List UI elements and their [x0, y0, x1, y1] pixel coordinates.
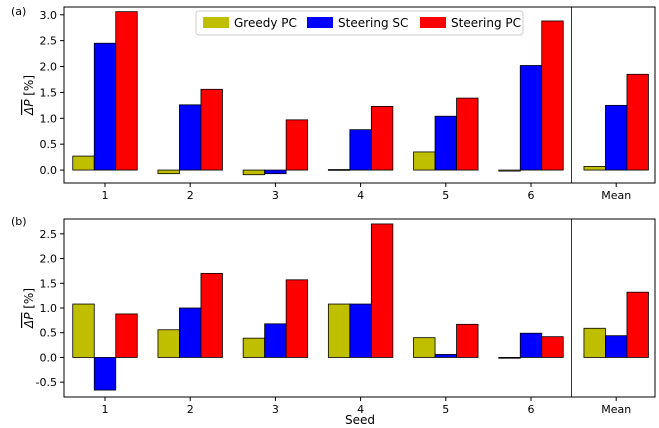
bar-greedy-pc-4 [327, 303, 351, 358]
x-tick-label: 4 [357, 403, 364, 416]
bar-steering-pc-4 [370, 105, 394, 171]
bar-steering-sc-5 [434, 354, 457, 358]
bar-steering-pc-mean [626, 73, 649, 171]
bar-steering-pc-6 [541, 336, 564, 358]
x-axis-label: Seed [345, 413, 375, 427]
bar-steering-sc-6 [519, 332, 543, 358]
bar-steering-pc-mean [626, 291, 649, 358]
bar-steering-sc-5 [434, 115, 457, 171]
bar-greedy-pc-4 [327, 169, 351, 171]
y-tick-label: -0.5 [36, 376, 57, 389]
legend-swatch-greedy-pc [203, 17, 229, 28]
bar-greedy-pc-1 [72, 303, 95, 358]
y-tick-label: 2.0 [40, 253, 58, 266]
x-tick-label: 6 [528, 403, 535, 416]
bar-greedy-pc-1 [72, 155, 95, 171]
x-tick-label: 5 [442, 403, 449, 416]
y-tick-label: 2.0 [40, 61, 58, 74]
bar-greedy-pc-mean [583, 166, 606, 171]
bar-steering-sc-3 [264, 323, 287, 358]
bar-greedy-pc-6 [498, 357, 521, 359]
bar-steering-sc-6 [519, 65, 543, 171]
y-tick-label: 3.0 [40, 9, 58, 22]
legend-label-steering-pc: Steering PC [451, 16, 521, 30]
bar-steering-pc-5 [456, 97, 479, 171]
x-tick-label: 2 [187, 189, 194, 202]
legend-label-steering-sc: Steering SC [338, 16, 408, 30]
y-axis-label: ΔP [%] [22, 75, 36, 116]
x-tick-label: 1 [102, 189, 109, 202]
x-tick-label: 6 [528, 189, 535, 202]
x-tick-label: 2 [187, 403, 194, 416]
bar-greedy-pc-3 [242, 337, 266, 358]
y-tick-label: 0.0 [40, 164, 58, 177]
panel-letter: (a) [11, 5, 26, 18]
plot-frame [63, 6, 656, 184]
bar-steering-sc-4 [349, 129, 372, 171]
panel-a: (a) 0.0 0.5 1.0 1.5 2.0 2.5 3.0 1 2 3 4 5 6 Mean ΔP [%] [11, 5, 656, 202]
legend-swatch-steering-sc [307, 17, 333, 28]
y-tick-label: 0.5 [40, 327, 58, 340]
bar-greedy-pc-3 [242, 169, 266, 176]
y-tick-label: 0.0 [40, 351, 58, 364]
bar-steering-sc-1 [93, 357, 117, 391]
y-tick-label: 2.5 [40, 228, 58, 241]
y-axis-label: ΔP [%] [22, 288, 36, 329]
x-tick-label: 4 [357, 189, 364, 202]
bar-steering-pc-3 [285, 119, 309, 171]
x-tick-label: Mean [601, 189, 631, 202]
legend: Greedy PC Steering SC Steering PC [195, 10, 524, 36]
bar-greedy-pc-5 [413, 337, 436, 358]
y-tick-label: 1.0 [40, 112, 58, 125]
y-tick-label: 1.5 [40, 86, 58, 99]
bar-steering-sc-mean [605, 335, 628, 358]
bar-greedy-pc-6 [498, 169, 521, 172]
bar-steering-pc-5 [456, 323, 479, 358]
bar-steering-pc-1 [115, 11, 138, 171]
x-tick-label: 5 [442, 189, 449, 202]
bar-steering-sc-2 [179, 307, 202, 358]
y-tick-label: 1.0 [40, 302, 58, 315]
panel-letter: (b) [11, 215, 27, 228]
x-tick-label: 1 [102, 403, 109, 416]
bar-greedy-pc-2 [157, 329, 180, 358]
bar-steering-pc-1 [115, 313, 138, 358]
bar-steering-pc-3 [285, 279, 309, 358]
legend-label-greedy-pc: Greedy PC [234, 16, 297, 30]
panel-b: (b) -0.5 0.0 0.5 1.0 1.5 2.0 2.5 1 2 3 4 5 6 Mean ΔP [%… [11, 215, 656, 416]
x-tick-label: Mean [601, 403, 631, 416]
bar-steering-sc-3 [264, 169, 287, 175]
bar-greedy-pc-mean [583, 327, 606, 358]
bar-steering-pc-4 [370, 223, 394, 358]
bar-steering-sc-1 [93, 42, 117, 171]
y-tick-label: 1.5 [40, 277, 58, 290]
bar-steering-pc-2 [200, 272, 223, 358]
x-tick-label: 3 [272, 189, 279, 202]
bar-greedy-pc-2 [157, 169, 180, 175]
bar-greedy-pc-5 [413, 151, 436, 171]
bar-steering-pc-6 [541, 20, 564, 171]
bar-steering-pc-2 [200, 88, 223, 171]
bar-steering-sc-mean [605, 104, 628, 171]
x-tick-label: 3 [272, 403, 279, 416]
y-tick-label: 0.5 [40, 138, 58, 151]
legend-swatch-steering-pc [420, 17, 446, 28]
y-tick-label: 2.5 [40, 35, 58, 48]
bar-steering-sc-2 [179, 104, 202, 171]
bar-steering-sc-4 [349, 303, 372, 358]
